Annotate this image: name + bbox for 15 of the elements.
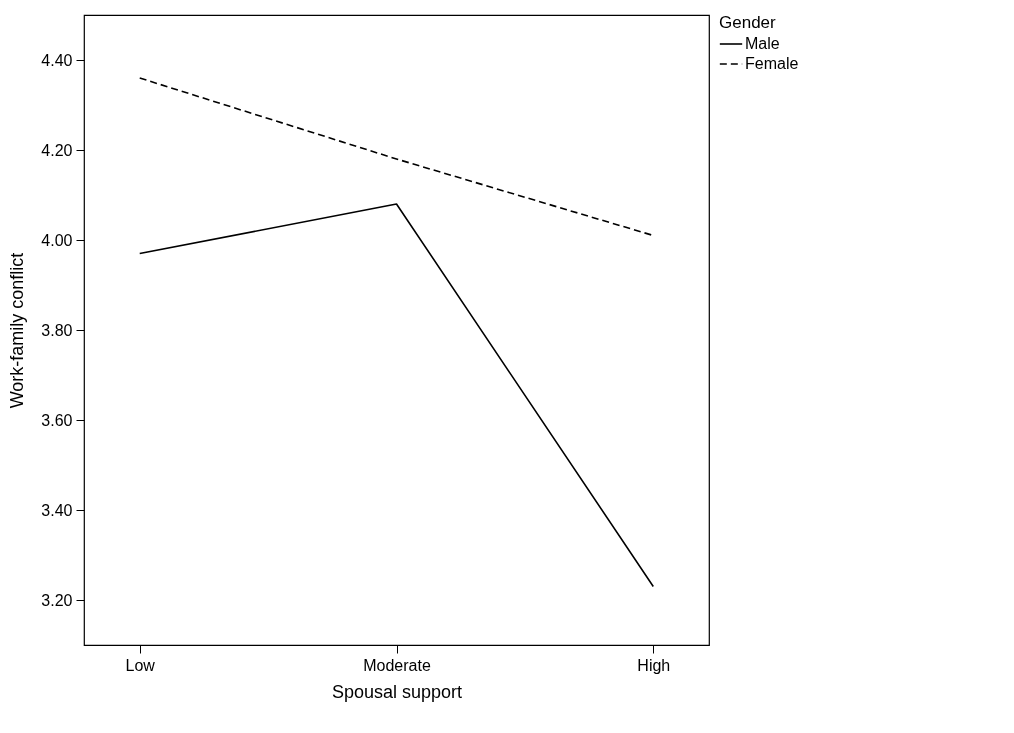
x-tick-label: Moderate [363, 656, 431, 674]
y-tick-label: 3.40 [41, 501, 73, 519]
x-tick-label: High [637, 656, 671, 674]
y-tick-label: 4.00 [41, 231, 73, 249]
y-axis-title: Work-family conflict [7, 252, 28, 409]
y-tick-label: 3.80 [41, 321, 73, 339]
y-tick-label: 4.20 [41, 141, 73, 159]
x-tick-label: Low [125, 656, 156, 674]
legend-label: Male [745, 35, 780, 52]
legend-label: Female [745, 55, 799, 72]
x-axis-title: Spousal support [331, 681, 463, 702]
y-tick-label: 4.40 [41, 51, 73, 69]
legend-title: Gender [719, 13, 777, 32]
y-tick-label: 3.20 [41, 591, 73, 609]
y-tick-label: 3.60 [41, 411, 73, 429]
